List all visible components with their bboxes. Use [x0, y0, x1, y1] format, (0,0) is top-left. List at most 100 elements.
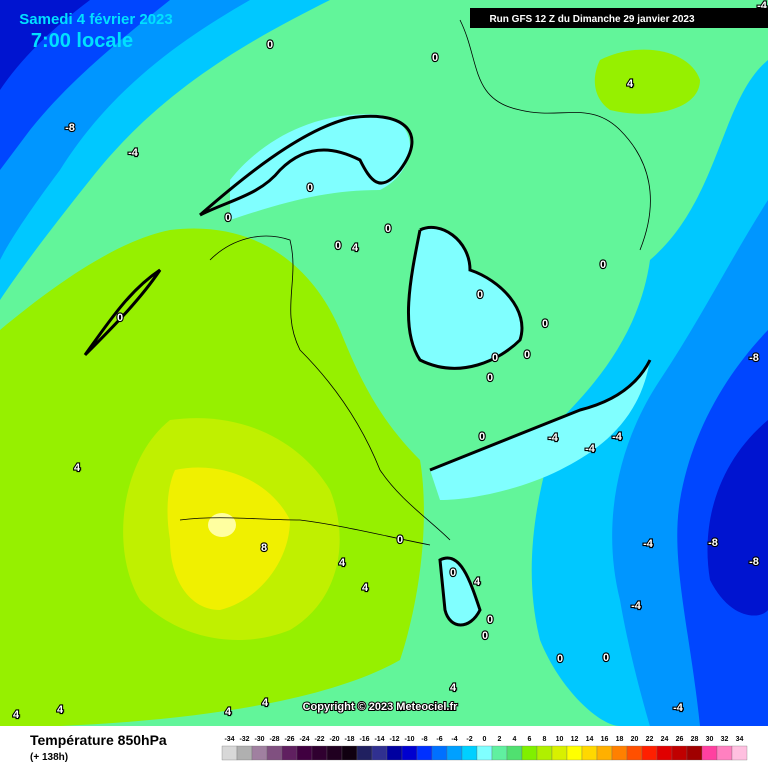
scale-swatch — [611, 745, 628, 761]
contour-label: -4 — [673, 702, 684, 714]
contour-label: 4 — [225, 706, 232, 718]
scale-swatch — [686, 745, 703, 761]
scale-label: -24 — [299, 736, 309, 743]
contour-label: 0 — [117, 312, 123, 324]
contour-label: 0 — [557, 653, 563, 665]
scale-label: 0 — [483, 736, 487, 743]
contour-label: 0 — [450, 567, 456, 579]
contour-label: -4 — [128, 147, 139, 159]
scale-label: -2 — [466, 736, 472, 743]
contour-label: 8 — [261, 542, 267, 554]
contour-label: 4 — [57, 704, 64, 716]
scale-label: -34 — [224, 736, 234, 743]
contour-label: 4 — [474, 576, 481, 588]
contour-label: 0 — [335, 240, 341, 252]
contour-label: 0 — [524, 349, 530, 361]
contour-label: 0 — [600, 259, 606, 271]
scale-swatch — [236, 745, 253, 761]
scale-swatch — [446, 745, 463, 761]
scale-label: 22 — [646, 736, 654, 743]
scale-swatch — [596, 745, 613, 761]
contour-label: 0 — [603, 652, 609, 664]
scale-label: 8 — [543, 736, 547, 743]
contour-label: -8 — [65, 122, 75, 134]
contour-label: 4 — [74, 462, 81, 474]
scale-swatch — [671, 745, 688, 761]
contour-label: -4 — [757, 0, 768, 12]
scale-label: 28 — [691, 736, 699, 743]
scale-label: -10 — [404, 736, 414, 743]
scale-label: 26 — [676, 736, 684, 743]
scale-swatch — [491, 745, 508, 761]
contour-label: -8 — [708, 537, 718, 549]
scale-swatch — [566, 745, 583, 761]
contour-label: -4 — [643, 538, 654, 550]
footer-subtitle: (+ 138h) — [30, 752, 68, 763]
scale-label: 18 — [616, 736, 624, 743]
contour-label: 0 — [225, 212, 231, 224]
scale-swatch — [626, 745, 643, 761]
footer-title: Température 850hPa — [30, 732, 167, 748]
scale-label: 6 — [528, 736, 532, 743]
scale-swatch — [701, 745, 718, 761]
contour-label: -4 — [631, 600, 642, 612]
contour-label: 0 — [385, 223, 391, 235]
scale-label: -32 — [239, 736, 249, 743]
contour-label: 4 — [627, 78, 634, 90]
contour-label: 0 — [492, 352, 498, 364]
scale-swatch — [431, 745, 448, 761]
scale-swatch — [476, 745, 493, 761]
scale-swatch — [281, 745, 298, 761]
contour-label: 0 — [542, 318, 548, 330]
scale-label: -30 — [254, 736, 264, 743]
scale-label: -26 — [284, 736, 294, 743]
contour-label: -8 — [749, 352, 759, 364]
scale-label: 24 — [661, 736, 669, 743]
scale-label: 10 — [556, 736, 564, 743]
scale-label: -8 — [421, 736, 427, 743]
contour-label: 4 — [362, 582, 369, 594]
scale-label: 30 — [706, 736, 714, 743]
scale-label: 16 — [601, 736, 609, 743]
contour-label: 0 — [479, 431, 485, 443]
coastlines — [179, 19, 651, 546]
scale-swatch — [341, 745, 358, 761]
scale-label: -28 — [269, 736, 279, 743]
contour-label: 4 — [450, 682, 457, 694]
contour-label: 0 — [482, 630, 488, 642]
contour-label: -4 — [612, 431, 623, 443]
scale-label: -20 — [329, 736, 339, 743]
scale-swatch — [461, 745, 478, 761]
scale-swatch — [266, 745, 283, 761]
scale-label: 14 — [586, 736, 594, 743]
scale-swatch — [311, 745, 328, 761]
date: Samedi 4 février 2023 — [19, 11, 172, 28]
scale-swatch — [716, 745, 733, 761]
scale-label: 4 — [513, 736, 517, 743]
scale-swatch — [521, 745, 538, 761]
color-scale: -34 -32 -30 -28 -26 -24 -22 -20 -18 -16 -14 -12 -10-… — [221, 736, 748, 761]
scale-label: -18 — [344, 736, 354, 743]
contour-label: 4 — [339, 557, 346, 569]
contour-label: 0 — [487, 614, 493, 626]
contour-label: 0 — [487, 372, 493, 384]
scale-label: -12 — [389, 736, 399, 743]
run-info: Run GFS 12 Z du Dimanche 29 janvier 2023 — [489, 14, 695, 25]
scale-swatch — [296, 745, 313, 761]
scale-swatch — [386, 745, 403, 761]
contour-labels: 0 0 -8 -4 4 0 0 0 4 0 0 0 0 0 0 0 0 0 -4 -4 -4 -8 4 8 4 4 0 0 4 -4 -8 -… — [12, 0, 768, 722]
scale-swatch — [641, 745, 658, 761]
contour-label: 0 — [397, 534, 403, 546]
run-box — [470, 8, 768, 28]
contour-label: 4 — [13, 709, 20, 721]
scale-swatch — [656, 745, 673, 761]
zero-isotherm — [83, 114, 652, 627]
scale-swatch — [326, 745, 343, 761]
scale-label: -22 — [314, 736, 324, 743]
scale-swatch — [551, 745, 568, 761]
scale-swatch — [731, 745, 748, 761]
contour-label: -4 — [548, 432, 559, 444]
map-fields — [0, 0, 768, 726]
scale-label: 2 — [498, 736, 502, 743]
contour-label: -4 — [585, 443, 596, 455]
